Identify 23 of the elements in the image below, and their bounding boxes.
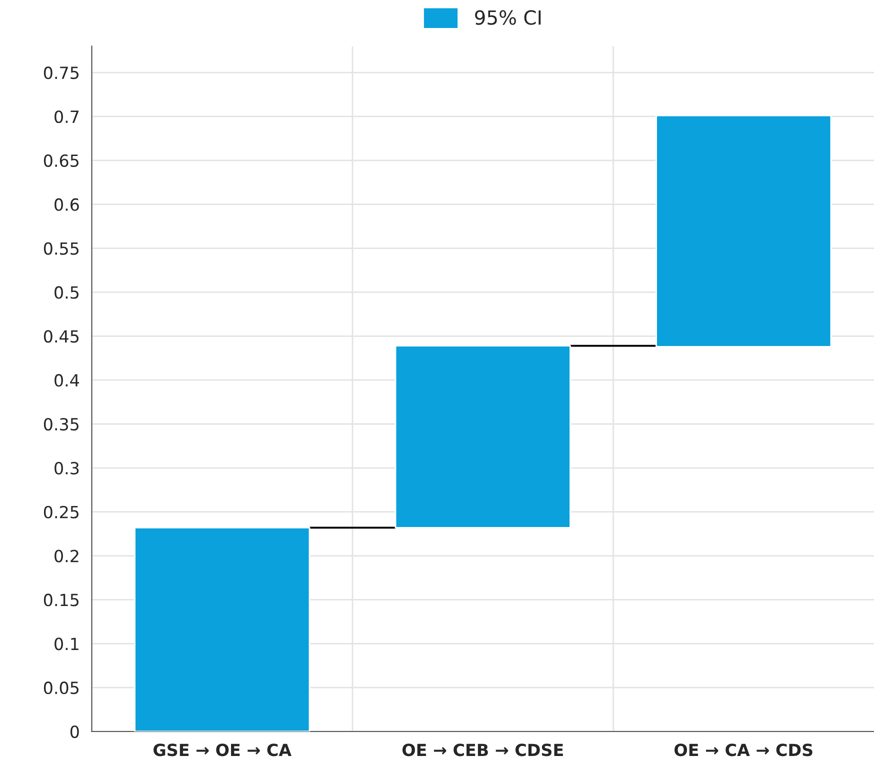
y-tick-label: 0.35: [44, 418, 79, 431]
x-tick-label: OE → CEB → CDSE: [402, 744, 563, 756]
y-tick-label: 0.4: [54, 374, 80, 387]
y-tick-label: 0.7: [54, 110, 79, 124]
x-tick-label: GSE → OE → CA: [154, 744, 292, 756]
y-tick-label: 0.45: [44, 330, 79, 343]
y-tick-label: 0.5: [54, 286, 79, 299]
y-tick-label: 0.3: [54, 462, 79, 474]
y-tick-label: 0.15: [44, 594, 79, 606]
bar: [394, 345, 571, 528]
y-tick-label: 0.1: [54, 638, 78, 650]
legend-label: 95% CI: [475, 10, 541, 25]
y-tick-label: 0.55: [44, 242, 79, 255]
y-tick-label: 0.6: [54, 198, 79, 211]
y-tick-label: 0.05: [44, 682, 79, 694]
y-tick-label: 0.25: [44, 506, 79, 518]
y-tick-label: 0.65: [44, 154, 79, 167]
y-tick-label: 0.75: [44, 66, 79, 80]
y-tick-label: 0.2: [54, 550, 78, 562]
x-tick-label: OE → CA → CDS: [674, 744, 812, 756]
bar: [134, 526, 310, 732]
y-tick-label: 0: [70, 725, 79, 738]
bar: [656, 114, 832, 348]
